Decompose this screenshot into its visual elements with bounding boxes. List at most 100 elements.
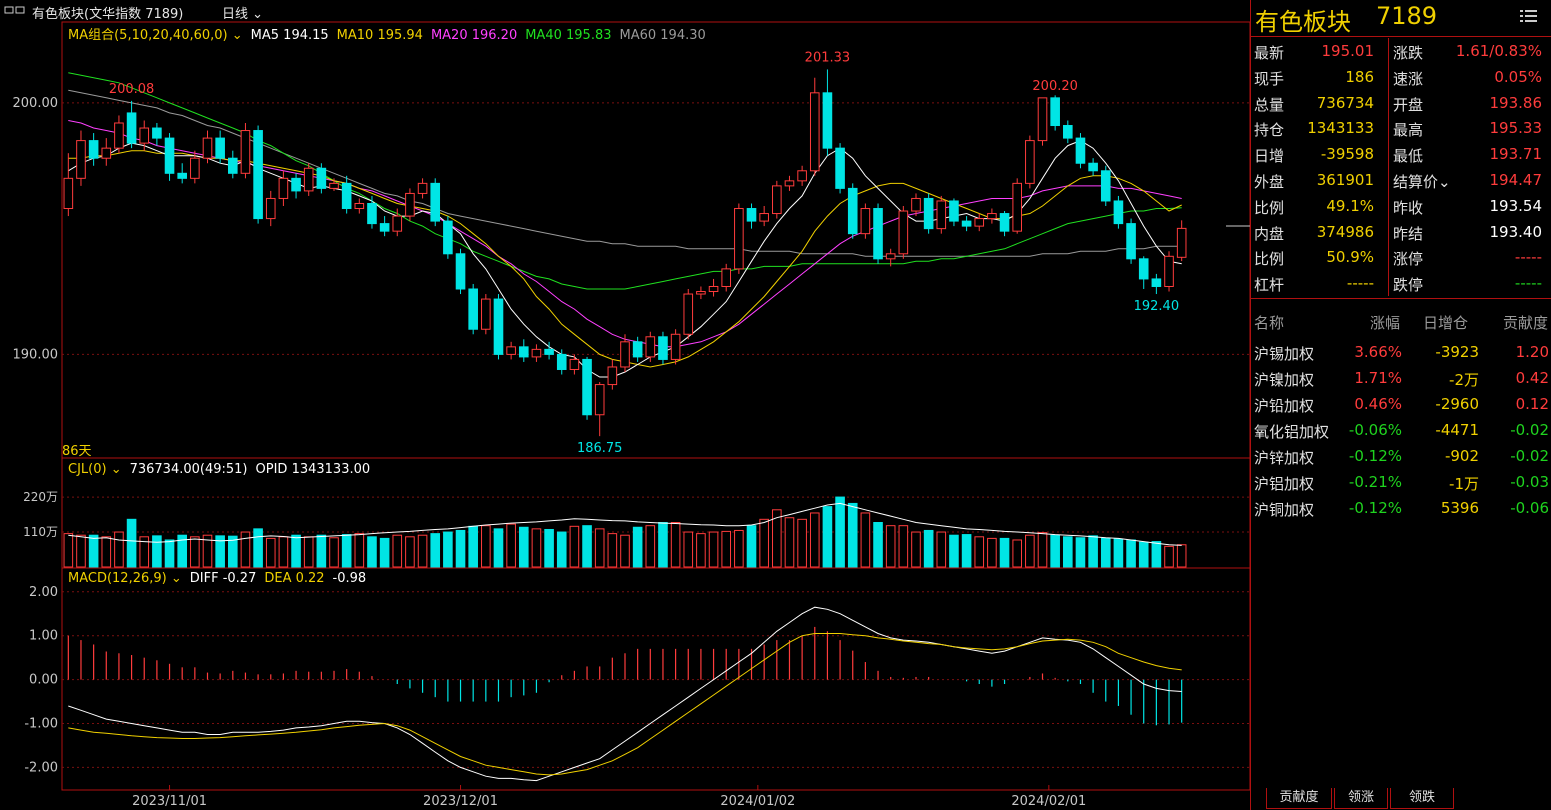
component-oi-change: -902	[1444, 447, 1479, 465]
candlestick	[999, 211, 1010, 237]
quote-label: 日增	[1254, 147, 1285, 166]
volume-bar	[898, 525, 909, 568]
volume-legend: CJL(0) ⌄ 736734.00(49:51) OPID 1343133.00	[68, 462, 378, 477]
column-header[interactable]: 贡献度	[1502, 314, 1548, 332]
candlestick	[860, 203, 871, 239]
divider	[1251, 298, 1551, 299]
extreme-label: 186.75	[577, 441, 623, 456]
legend-item[interactable]: CJL(0) ⌄	[68, 462, 122, 477]
window-icon[interactable]	[4, 2, 26, 22]
candlestick	[379, 216, 390, 237]
candle-body	[63, 177, 74, 210]
candlestick	[670, 329, 681, 365]
component-row[interactable]: 氧化铝加权 -0.06% -4471 -0.02	[1251, 417, 1551, 443]
volume-bar	[645, 525, 656, 568]
volume-bar	[632, 526, 643, 568]
candlestick	[620, 334, 630, 372]
volume-bar	[417, 534, 428, 568]
component-change: 3.66%	[1354, 343, 1402, 361]
volume-bar	[101, 536, 112, 568]
legend-item[interactable]: MA组合(5,10,20,40,60,0) ⌄	[68, 28, 243, 43]
candle-body	[455, 253, 466, 290]
candle-body	[265, 197, 276, 220]
candlestick	[341, 175, 352, 214]
candle-body	[784, 180, 795, 187]
volume-bar	[797, 518, 807, 568]
macd-tick-label: -2.00	[24, 760, 58, 775]
tab-leading-up[interactable]: 领涨	[1334, 788, 1388, 809]
extreme-label: 192.40	[1134, 299, 1180, 314]
component-change: 0.46%	[1354, 395, 1402, 413]
component-row[interactable]: 沪镍加权 1.71% -2万 0.42	[1251, 365, 1551, 391]
tab-contribution[interactable]: 贡献度	[1266, 788, 1332, 809]
candlestick	[746, 203, 757, 229]
candlestick	[531, 344, 542, 362]
legend-item[interactable]: MACD(12,26,9) ⌄	[68, 571, 182, 586]
volume-tick-label: 110万	[23, 525, 58, 539]
volume-bar	[468, 525, 478, 568]
candle-body	[405, 192, 415, 217]
component-change: -0.06%	[1348, 421, 1402, 439]
candle-body	[835, 147, 845, 189]
candlestick	[734, 203, 744, 274]
quote-row: 外盘 361901 结算价⌄ 194.47	[1251, 167, 1551, 193]
volume-bar	[152, 535, 162, 568]
kline-chart[interactable]: 200.08 201.33 186.75 200.20 192.40 200.00 190…	[0, 0, 1250, 810]
volume-bar	[1113, 538, 1124, 568]
tab-leading-down[interactable]: 领跌	[1390, 788, 1454, 809]
quote-label: 最低	[1393, 147, 1424, 166]
candlestick	[164, 133, 175, 181]
component-row[interactable]: 沪铜加权 -0.12% 5396 -0.06	[1251, 495, 1551, 521]
candlestick	[1151, 273, 1162, 295]
quote-label: 开盘	[1393, 95, 1424, 114]
volume-bar	[696, 533, 706, 568]
candlestick	[696, 286, 706, 300]
candlestick	[354, 198, 365, 214]
quote-value: 1.61/0.83%	[1455, 42, 1542, 60]
candle-body	[114, 122, 124, 149]
volume-bar	[885, 525, 896, 568]
candle-body	[518, 346, 529, 358]
component-row[interactable]: 沪铝加权 -0.21% -1万 -0.03	[1251, 469, 1551, 495]
component-row[interactable]: 沪锡加权 3.66% -3923 1.20	[1251, 339, 1551, 365]
volume-bar	[721, 530, 732, 568]
component-contribution: -0.06	[1510, 499, 1549, 517]
candlestick	[822, 69, 833, 156]
legend-item: OPID 1343133.00	[255, 462, 371, 477]
volume-bar	[278, 536, 289, 568]
column-header[interactable]: 名称	[1254, 314, 1285, 332]
candlestick	[114, 115, 124, 154]
candle-body	[253, 130, 263, 220]
volume-bar	[999, 537, 1010, 568]
volume-bar	[531, 528, 542, 568]
list-menu-icon[interactable]	[1519, 8, 1539, 28]
component-contribution: 0.42	[1515, 369, 1549, 387]
volume-bar	[670, 522, 681, 568]
volume-bar	[822, 506, 833, 568]
component-row[interactable]: 沪铅加权 0.46% -2960 0.12	[1251, 391, 1551, 417]
candle-body	[493, 298, 504, 355]
column-header[interactable]: 日增仓	[1422, 314, 1468, 332]
period-selector[interactable]: 日线 ⌄	[222, 3, 263, 22]
legend-item: MA10 195.94	[336, 28, 423, 43]
candle-body	[974, 218, 985, 227]
column-header[interactable]: 涨幅	[1369, 314, 1400, 332]
volume-bar	[708, 531, 719, 568]
volume-bar	[240, 531, 251, 568]
component-change: 1.71%	[1354, 369, 1402, 387]
quote-label: 内盘	[1254, 224, 1285, 243]
macd-tick-label: 0.00	[29, 673, 58, 688]
candle-body	[961, 220, 972, 227]
opid-line	[68, 502, 1182, 546]
quote-label: 昨收	[1393, 198, 1424, 217]
candlestick	[367, 195, 377, 229]
candle-body	[911, 197, 921, 212]
component-row[interactable]: 沪锌加权 -0.12% -902 -0.02	[1251, 443, 1551, 469]
volume-bar	[784, 517, 795, 568]
quote-value: 193.40	[1489, 222, 1543, 241]
candlestick	[152, 123, 162, 146]
volume-bar	[974, 536, 985, 568]
candle-body	[1138, 258, 1149, 280]
candlestick	[772, 180, 782, 219]
candle-body	[139, 127, 150, 144]
